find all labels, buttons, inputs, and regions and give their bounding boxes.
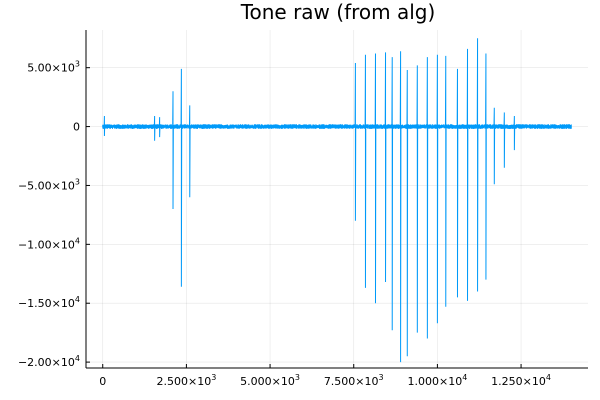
- y-tick-label: −1.50×104: [18, 295, 80, 310]
- x-tick-label: 1.000×104: [407, 373, 467, 388]
- series-path: [102, 38, 572, 363]
- y-tick-label: 0: [73, 121, 80, 134]
- x-tick-label: 5.000×103: [240, 373, 300, 388]
- x-tick-label: 0: [99, 375, 106, 388]
- y-tick-label: −5.00×103: [18, 177, 80, 192]
- x-tick-label: 1.250×104: [491, 373, 551, 388]
- x-tick-label: 2.500×103: [156, 373, 216, 388]
- grid: [86, 30, 588, 368]
- y-tick-label: −2.00×104: [18, 354, 80, 369]
- x-tick-label: 7.500×103: [324, 373, 384, 388]
- x-axis-ticks: 0 2.500×103 5.000×103 7.500×103 1.000×104 1.2…: [99, 364, 551, 388]
- y-tick-label: 5.00×103: [27, 60, 80, 75]
- y-axis-ticks: 5.00×103 0 −5.00×103 −1.00×104 −1.50×104 −2.0…: [18, 60, 90, 369]
- chart-title: Tone raw (from alg): [240, 0, 436, 24]
- axes: [85, 30, 588, 369]
- series-line: [102, 38, 572, 363]
- y-tick-label: −1.00×104: [18, 236, 80, 251]
